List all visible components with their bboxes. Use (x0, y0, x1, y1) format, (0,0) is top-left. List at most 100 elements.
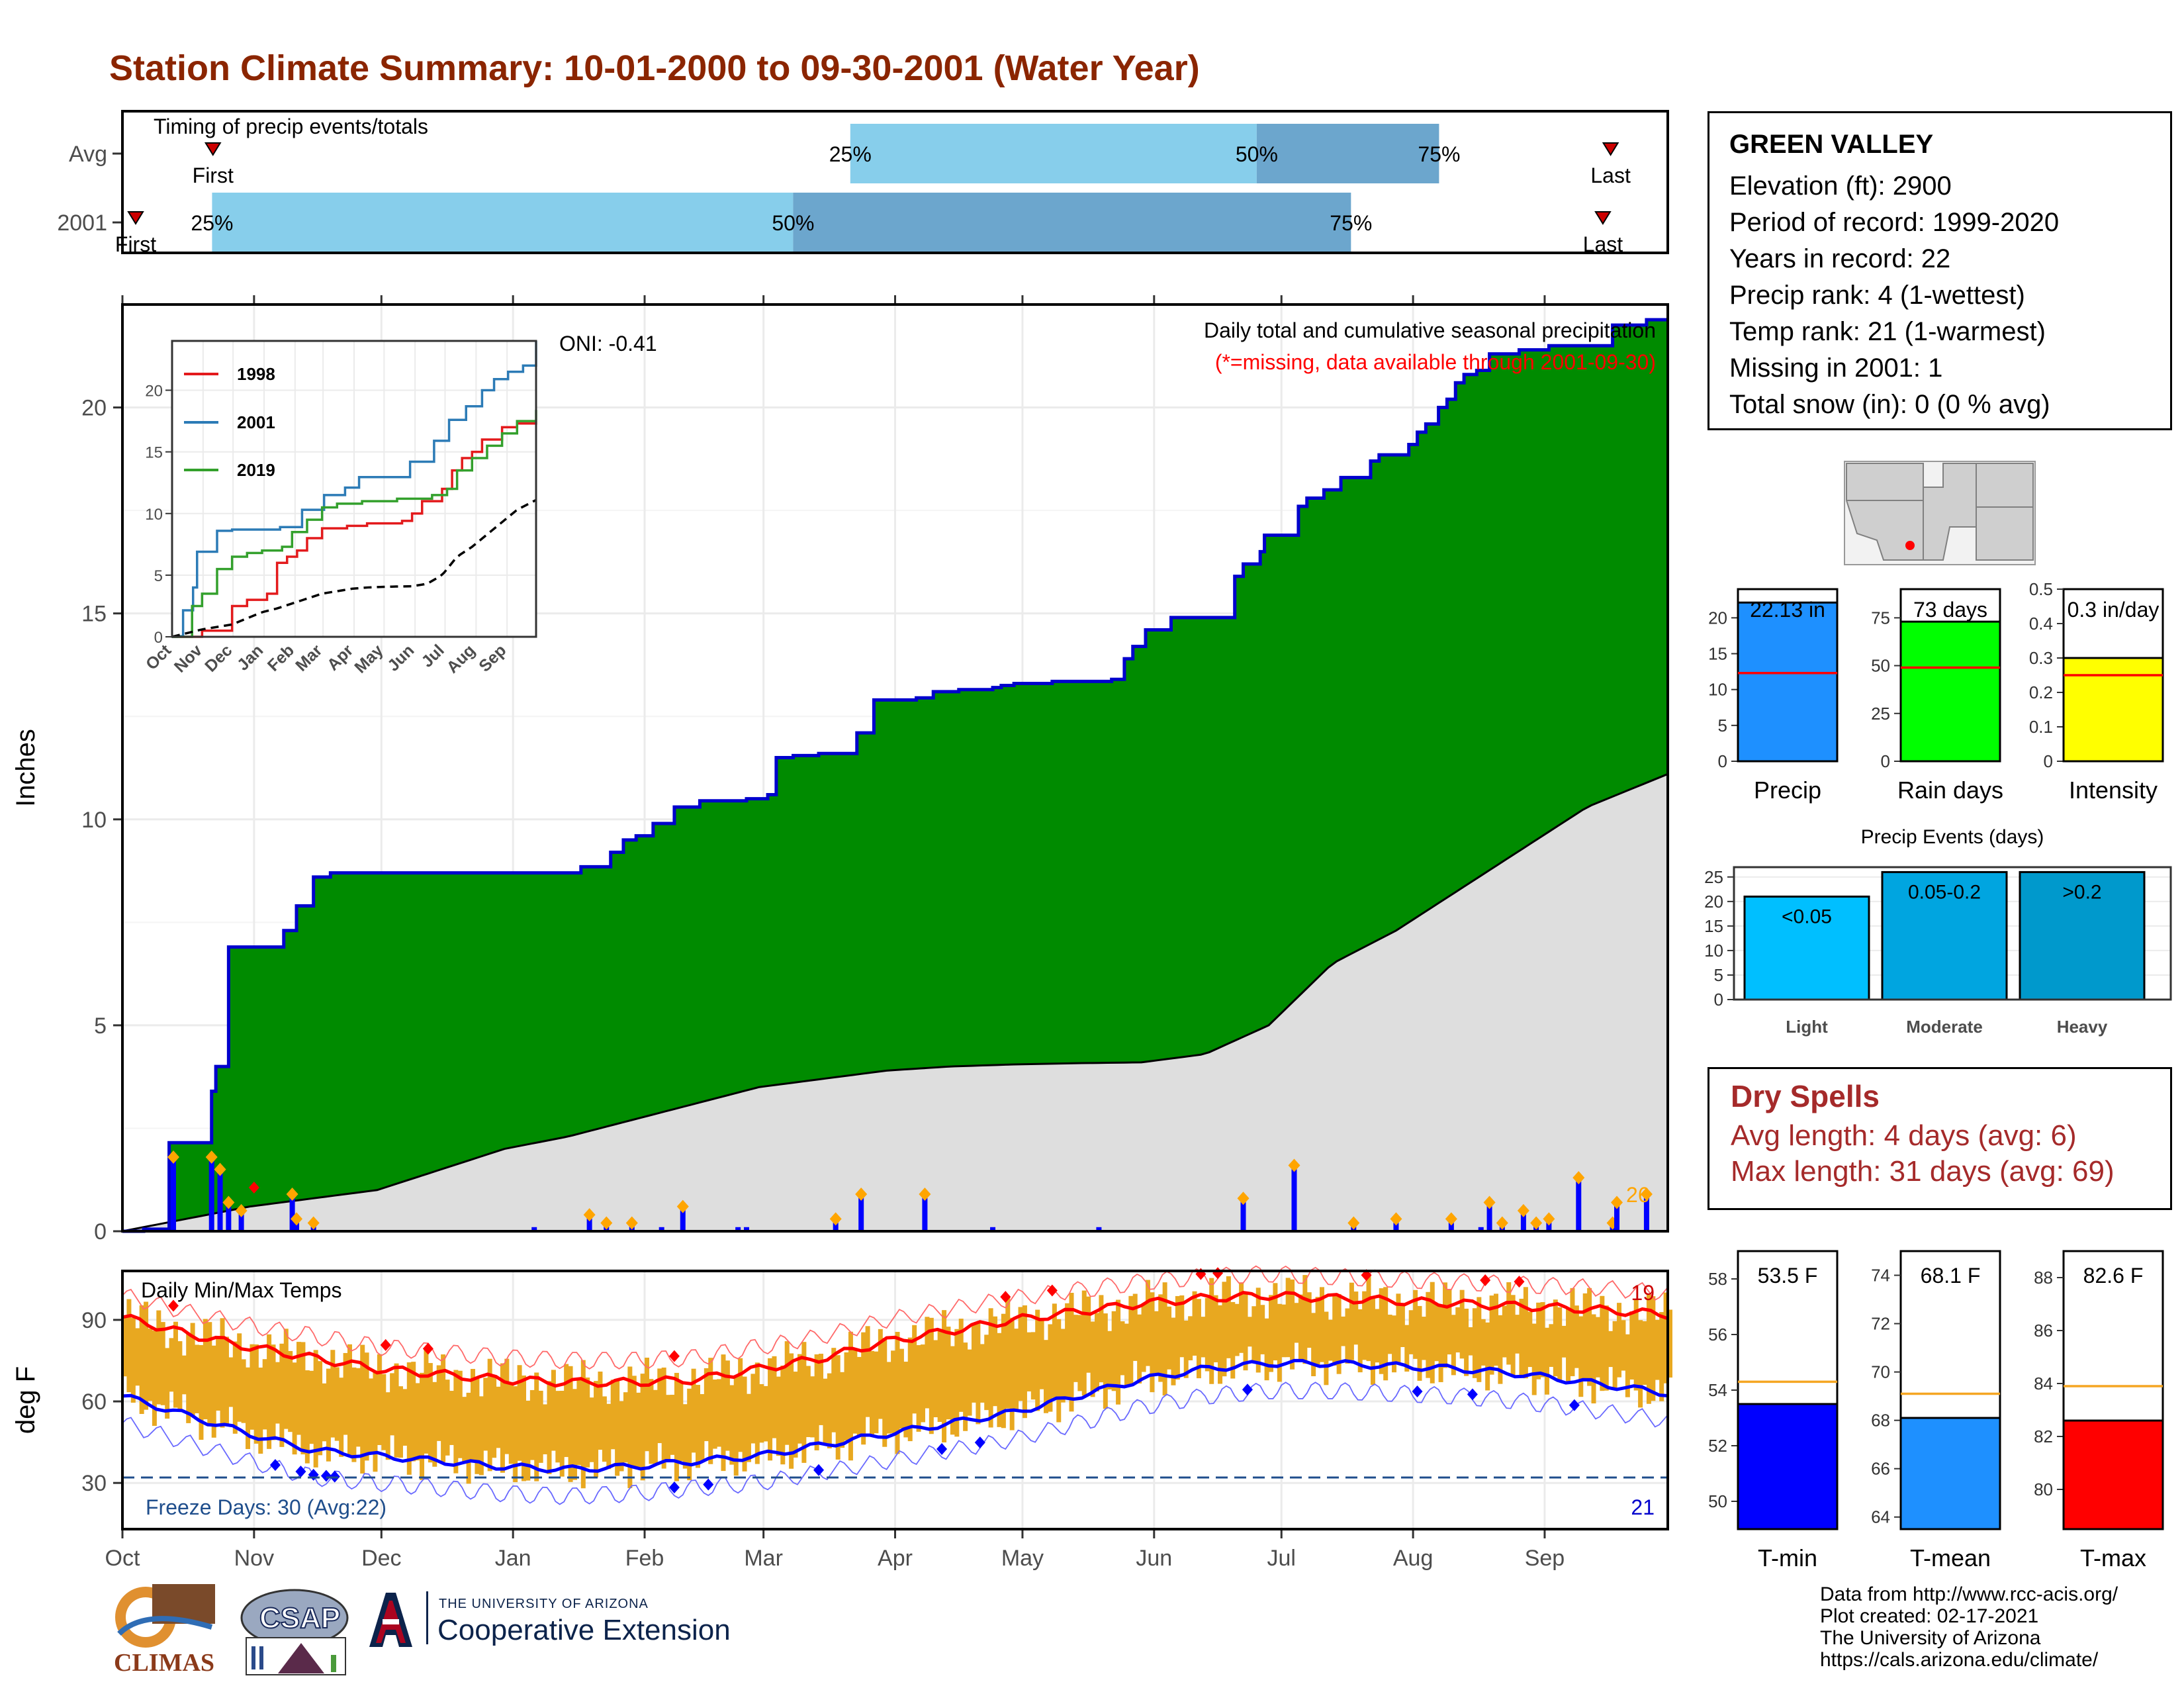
inset-legend-label: 2001 (237, 412, 275, 432)
daily-temp-bar (907, 1337, 913, 1442)
daily-temp-bar (840, 1372, 845, 1448)
timing-bar-50-75 (793, 193, 1351, 252)
station-precip-rank: Precip rank: 4 (1-wettest) (1729, 281, 2025, 310)
daily-temp-bar (1044, 1340, 1049, 1413)
daily-temp-bar (1141, 1303, 1146, 1372)
summary-bar (1737, 1403, 1839, 1530)
daily-temp-bar (1218, 1305, 1223, 1384)
cumulative-2001-area (122, 320, 1668, 1231)
daily-temp-bar (708, 1358, 713, 1464)
daily-temp-bar (1370, 1297, 1375, 1385)
inset-tick-label-y: 10 (145, 506, 163, 524)
daily-temp-bar (1014, 1329, 1019, 1412)
daily-temp-bar (173, 1321, 178, 1408)
daily-temp-bar (483, 1378, 488, 1451)
daily-temp-bar (657, 1368, 662, 1444)
daily-temp-bar (831, 1348, 837, 1432)
daily-temp-bar (649, 1379, 654, 1464)
station-location-marker (1905, 541, 1915, 550)
daily-temp-bar (805, 1366, 811, 1437)
summary-bar (1737, 601, 1839, 763)
daily-temp-bar (1578, 1316, 1584, 1397)
temp-tick-label-y: 60 (81, 1389, 107, 1415)
daily-temp-bar (1417, 1305, 1422, 1381)
daily-temp-bar (725, 1360, 730, 1451)
record-high-marker (1480, 1274, 1491, 1286)
daily-precip-bar (922, 1194, 928, 1231)
timing-label: Timing of precip events/totals (154, 115, 428, 138)
daily-temp-bar (564, 1364, 569, 1458)
daily-temp-bar (742, 1376, 747, 1472)
daily-temp-bar (445, 1380, 450, 1456)
temp-tick-label-x: Mar (744, 1546, 783, 1571)
daily-temp-bar (1298, 1294, 1303, 1360)
summary-tick-label: 80 (2034, 1479, 2053, 1499)
daily-temp-bar (402, 1389, 408, 1446)
daily-temp-bar (478, 1396, 484, 1476)
daily-precip-marker (1611, 1196, 1623, 1209)
events-title: Precip Events (days) (1861, 826, 2044, 848)
daily-precip-marker (1543, 1212, 1555, 1226)
daily-temp-bar (165, 1348, 170, 1419)
daily-temp-bar (1230, 1301, 1236, 1379)
daily-temp-bar (997, 1333, 1002, 1427)
freeze-days-label: Freeze Days: 30 (Avg:22) (146, 1495, 387, 1519)
summary-tick-label: 72 (1871, 1314, 1890, 1334)
daily-precip-marker (205, 1150, 218, 1164)
daily-temp-bar (1060, 1329, 1066, 1403)
daily-temp-bar (1472, 1308, 1477, 1378)
daily-temp-bar (1158, 1294, 1163, 1382)
daily-temp-bar (942, 1310, 947, 1443)
daily-temp-bar (1438, 1306, 1443, 1382)
ua-logo-big-text: Cooperative Extension (437, 1614, 731, 1646)
record-low-marker (269, 1459, 281, 1472)
daily-precip-bar (531, 1227, 537, 1231)
daily-temp-bar (865, 1326, 870, 1417)
daily-temp-bar (462, 1397, 467, 1464)
daily-precip-bar (289, 1194, 295, 1231)
daily-temp-bar (619, 1401, 624, 1472)
daily-temp-bar (181, 1355, 187, 1395)
station-temp-rank: Temp rank: 21 (1-warmest) (1729, 317, 2046, 346)
daily-temp-bar (152, 1331, 157, 1426)
daily-temp-bar (759, 1383, 764, 1443)
cumulative-avg-area (122, 773, 1669, 1233)
temp-tick-label-x: Feb (625, 1546, 664, 1571)
daily-temp-bar (1510, 1295, 1516, 1376)
daily-temp-bar (457, 1370, 463, 1458)
daily-precip-marker (291, 1212, 303, 1226)
daily-temp-bar (555, 1391, 561, 1463)
daily-precip-marker (1517, 1203, 1529, 1217)
daily-temp-bar (1137, 1314, 1142, 1383)
summary-tick-label: 25 (1871, 704, 1890, 724)
summary-tick-label: 84 (2034, 1374, 2053, 1393)
daily-temp-bar (1668, 1309, 1672, 1378)
daily-temp-bar (929, 1317, 934, 1434)
daily-temp-bar (1328, 1319, 1333, 1361)
record-low-marker (1569, 1399, 1580, 1411)
events-category-label: Moderate (1906, 1017, 1983, 1037)
daily-temp-bar (670, 1395, 675, 1455)
daily-temp-bar (903, 1362, 909, 1438)
daily-temp-bar (424, 1349, 429, 1454)
timing-row-label: 2001 (57, 211, 107, 236)
daily-temp-bar (1103, 1313, 1108, 1409)
daily-temp-bar (381, 1374, 387, 1450)
daily-temp-bar (1030, 1332, 1036, 1400)
daily-temp-bar (1294, 1303, 1299, 1343)
daily-temp-bar (453, 1370, 459, 1474)
daily-temp-bar (700, 1394, 705, 1462)
daily-temp-bar (1587, 1288, 1592, 1386)
daily-temp-bar (1633, 1299, 1639, 1391)
summary-tick-label: 0.5 (2029, 583, 2053, 599)
daily-temp-bar (814, 1354, 819, 1451)
daily-temp-bar (1065, 1303, 1070, 1397)
daily-precip-bar (238, 1210, 244, 1231)
daily-temp-bar (874, 1351, 879, 1434)
daily-temp-bar (1349, 1282, 1354, 1360)
daily-temp-bar (521, 1375, 526, 1481)
daily-precip-marker (1347, 1216, 1360, 1230)
summary-tick-label: 10 (1708, 680, 1727, 700)
daily-temp-bar (508, 1384, 514, 1464)
daily-temp-bar (1128, 1295, 1134, 1385)
